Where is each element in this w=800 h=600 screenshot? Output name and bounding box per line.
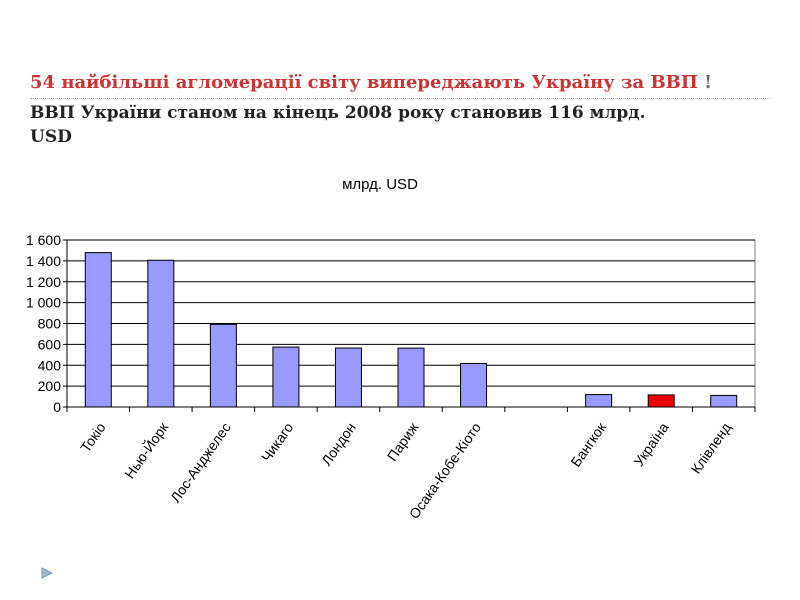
x-tick-label: Нью-Йорк: [120, 418, 171, 481]
y-tick-label: 1 400: [26, 253, 61, 269]
bar: [460, 362, 488, 408]
slide-title-exclamation: !: [704, 72, 713, 93]
slide-subtitle-line2: USD: [30, 127, 72, 147]
x-tick-label: Лос-Анджелес: [167, 420, 234, 506]
x-tick-label: Осака-Кобе-Кіото: [406, 419, 484, 521]
y-tick-label: 1 600: [26, 232, 61, 248]
bar: [272, 346, 300, 408]
slide-heading: 54 найбільші агломерації світу випереджа…: [30, 70, 770, 149]
x-tick-label: Чикаго: [258, 419, 296, 464]
x-tick-label: Токіо: [77, 419, 109, 455]
y-tick-label: 200: [38, 378, 62, 394]
x-tick-label: Україна: [630, 419, 672, 469]
slide-title: 54 найбільші агломерації світу випереджа…: [30, 70, 770, 96]
bar: [334, 347, 362, 408]
y-tick-label: 600: [38, 336, 62, 352]
bar: [710, 394, 738, 408]
bar: [147, 259, 175, 408]
x-tick-label: Клівленд: [688, 420, 735, 477]
triangle-bullet-icon: [41, 567, 54, 579]
y-tick-label: 1 200: [26, 274, 61, 290]
slide-subtitle-line1: ВВП України станом на кінець 2008 року с…: [30, 103, 646, 123]
bar: [647, 394, 675, 408]
title-divider: [30, 98, 770, 99]
y-tick-label: 1 000: [26, 295, 61, 311]
slide-title-text: 54 найбільші агломерації світу випереджа…: [30, 72, 698, 93]
x-tick-label: Бангкок: [567, 419, 609, 470]
y-tick-label: 800: [38, 316, 62, 332]
bar: [84, 252, 112, 408]
chart-title: млрд. USD: [342, 176, 418, 193]
x-tick-label: Париж: [384, 419, 422, 464]
y-tick-label: 0: [53, 399, 61, 415]
y-tick-label: 400: [38, 357, 62, 373]
x-tick-label: Лондон: [318, 420, 359, 469]
bar: [585, 394, 613, 408]
bar: [209, 323, 237, 408]
bar: [397, 347, 425, 408]
